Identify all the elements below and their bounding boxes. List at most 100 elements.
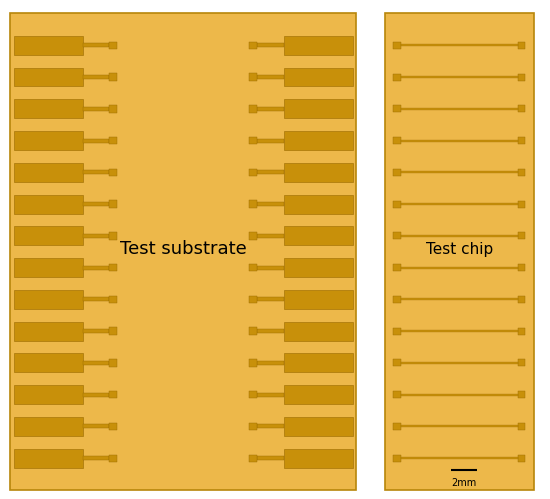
Bar <box>401 298 518 300</box>
Bar <box>257 456 284 460</box>
Bar <box>284 99 353 118</box>
Bar <box>257 393 284 397</box>
Bar <box>401 76 518 78</box>
Bar <box>82 425 109 429</box>
Bar <box>518 296 525 303</box>
Bar <box>14 163 82 182</box>
Bar <box>401 140 518 142</box>
Bar <box>257 234 284 238</box>
Bar <box>393 137 401 144</box>
Bar <box>257 170 284 174</box>
Bar <box>393 233 401 240</box>
Bar <box>284 163 353 182</box>
Bar <box>284 353 353 372</box>
Bar <box>109 264 117 271</box>
Bar <box>14 36 82 55</box>
Bar <box>109 41 117 49</box>
Bar <box>401 44 518 46</box>
Bar <box>249 232 257 240</box>
Bar <box>14 99 82 118</box>
Bar <box>393 264 401 271</box>
Bar <box>82 170 109 174</box>
Bar <box>284 417 353 436</box>
Bar <box>82 139 109 143</box>
Bar <box>257 43 284 47</box>
Bar <box>393 423 401 430</box>
Bar <box>82 329 109 333</box>
Bar <box>385 13 534 490</box>
Bar <box>249 295 257 303</box>
Bar <box>109 169 117 176</box>
Bar <box>249 264 257 271</box>
Bar <box>14 195 82 214</box>
Bar <box>14 322 82 341</box>
Bar <box>284 227 353 246</box>
Bar <box>401 426 518 428</box>
Bar <box>393 328 401 335</box>
Bar <box>393 169 401 176</box>
Bar <box>401 457 518 459</box>
Bar <box>257 425 284 429</box>
Bar <box>249 73 257 81</box>
Bar <box>82 361 109 365</box>
Bar <box>393 105 401 112</box>
Bar <box>284 449 353 468</box>
Bar <box>249 391 257 399</box>
Bar <box>518 42 525 49</box>
Bar <box>401 266 518 268</box>
Bar <box>284 290 353 309</box>
Bar <box>393 42 401 49</box>
Bar <box>14 417 82 436</box>
Bar <box>82 234 109 238</box>
Bar <box>109 423 117 430</box>
Bar <box>14 67 82 86</box>
Bar <box>109 201 117 208</box>
Bar <box>401 108 518 110</box>
Bar <box>82 107 109 111</box>
Bar <box>257 107 284 111</box>
Bar <box>249 359 257 367</box>
Bar <box>109 232 117 240</box>
Bar <box>14 131 82 150</box>
Bar <box>249 423 257 430</box>
Bar <box>14 385 82 404</box>
Bar <box>284 258 353 277</box>
Bar <box>257 202 284 206</box>
Bar <box>284 36 353 55</box>
Bar <box>10 13 356 490</box>
Bar <box>109 391 117 399</box>
Bar <box>518 391 525 398</box>
Bar <box>82 43 109 47</box>
Bar <box>249 201 257 208</box>
Bar <box>393 455 401 462</box>
Bar <box>284 195 353 214</box>
Bar <box>401 394 518 396</box>
Bar <box>82 297 109 301</box>
Bar <box>14 227 82 246</box>
Bar <box>401 203 518 205</box>
Bar <box>393 73 401 80</box>
Bar <box>257 265 284 269</box>
Bar <box>401 362 518 364</box>
Bar <box>249 41 257 49</box>
Bar <box>14 353 82 372</box>
Bar <box>518 169 525 176</box>
Bar <box>393 201 401 208</box>
Bar <box>393 359 401 366</box>
Bar <box>518 359 525 366</box>
Bar <box>518 328 525 335</box>
Text: Test chip: Test chip <box>426 242 493 257</box>
Bar <box>257 297 284 301</box>
Bar <box>393 296 401 303</box>
Bar <box>82 75 109 79</box>
Bar <box>518 201 525 208</box>
Bar <box>109 137 117 144</box>
Bar <box>249 327 257 335</box>
Bar <box>518 233 525 240</box>
Bar <box>249 137 257 144</box>
Bar <box>109 295 117 303</box>
Bar <box>401 330 518 332</box>
Bar <box>109 359 117 367</box>
Bar <box>518 73 525 80</box>
Bar <box>14 449 82 468</box>
